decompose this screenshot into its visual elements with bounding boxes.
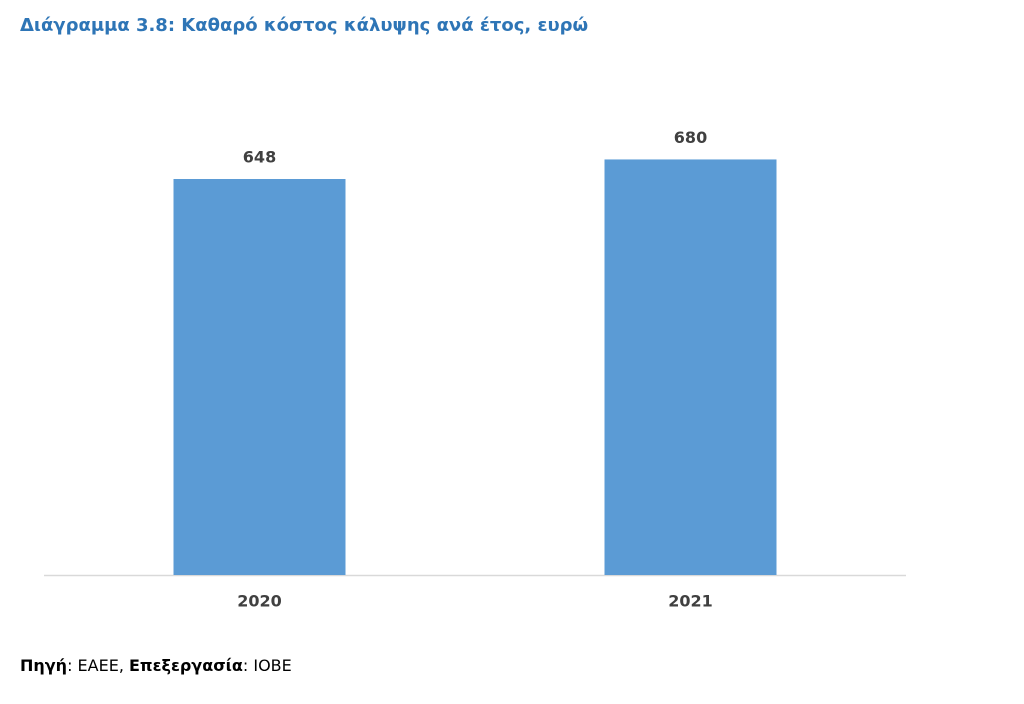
source-text: : ΕΑΕΕ, xyxy=(67,656,129,675)
bar xyxy=(173,179,346,575)
bar xyxy=(604,159,777,575)
source-label: Πηγή xyxy=(20,656,67,675)
processing-text: : ΙΟΒΕ xyxy=(243,656,292,675)
x-tick-label: 2021 xyxy=(668,592,713,611)
chart-title: Διάγραμμα 3.8: Καθαρό κόστος κάλυψης ανά… xyxy=(20,15,588,36)
value-label: 680 xyxy=(674,128,707,147)
source: Πηγή: ΕΑΕΕ, Επεξεργασία: ΙΟΒΕ xyxy=(20,656,292,675)
value-label: 648 xyxy=(243,148,276,167)
x-tick-label: 2020 xyxy=(237,592,282,611)
processing-label: Επεξεργασία xyxy=(129,656,243,675)
